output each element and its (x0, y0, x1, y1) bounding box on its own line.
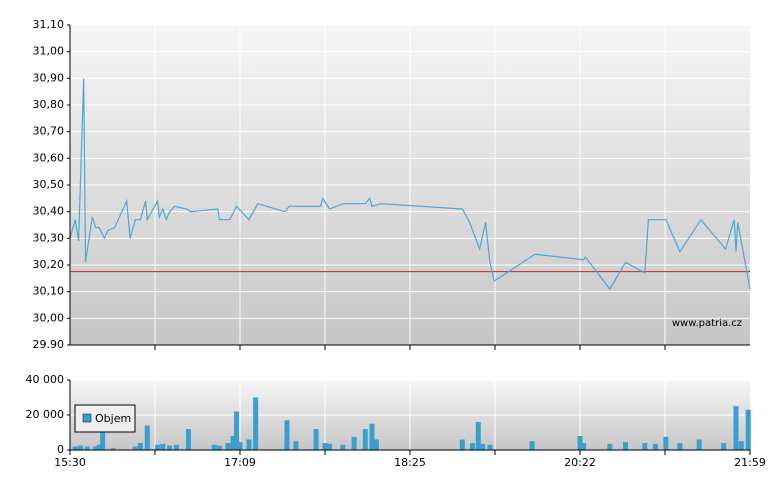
volume-bar (160, 443, 166, 450)
volume-bar (351, 436, 357, 450)
volume-bar (216, 445, 222, 450)
legend-label: Objem (95, 412, 131, 425)
volume-bar (185, 429, 191, 450)
volume-bar (738, 441, 744, 450)
y-tick-label: 30,70 (33, 125, 65, 138)
volume-bar (469, 443, 475, 450)
volume-bar (607, 443, 613, 450)
volume-bar (144, 425, 150, 450)
volume-bar (284, 420, 290, 450)
volume-bar (480, 443, 486, 450)
y-tick-label: 31,10 (33, 18, 65, 31)
volume-bar (581, 443, 587, 450)
volume-bar (677, 443, 683, 450)
volume-bar (77, 445, 83, 450)
y-tick-label: 30,40 (33, 205, 65, 218)
x-tick-label: 15:30 (54, 456, 86, 469)
volume-bar (487, 444, 493, 450)
volume-bar (652, 443, 658, 450)
y-tick-label: 30,20 (33, 258, 65, 271)
volume-bar (340, 444, 346, 450)
y-tick-label: 29.90 (33, 338, 65, 351)
x-tick-label: 20:22 (564, 456, 596, 469)
volume-bar (84, 446, 90, 450)
legend-swatch (82, 413, 92, 423)
volume-bar (225, 443, 231, 450)
y-tick-label: 30,80 (33, 98, 65, 111)
volume-bar (373, 439, 379, 450)
volume-bar (72, 446, 78, 450)
y-tick-label: 30,10 (33, 285, 65, 298)
volume-bar (100, 423, 106, 450)
y-tick-label: 20 000 (26, 408, 65, 421)
volume-bar (459, 439, 465, 450)
volume-bar (293, 441, 299, 450)
y-tick-label: 30,30 (33, 231, 65, 244)
x-tick-label: 21:59 (734, 456, 766, 469)
y-tick-label: 30,50 (33, 178, 65, 191)
volume-bar (577, 436, 583, 450)
volume-bar (663, 436, 669, 450)
y-tick-label: 31,00 (33, 45, 65, 58)
price-line (69, 78, 751, 291)
volume-bar (529, 441, 535, 450)
volume-bar (733, 406, 739, 450)
volume-bar (246, 439, 252, 450)
y-tick-label: 30,60 (33, 151, 65, 164)
volume-bar (475, 422, 481, 450)
volume-bar (642, 443, 648, 450)
volume-bar (326, 443, 332, 450)
watermark: www.patria.cz (672, 318, 742, 329)
volume-bar (369, 423, 375, 450)
volume-bar (234, 411, 240, 450)
volume-bar (110, 448, 116, 450)
volume-bar (745, 409, 751, 450)
y-tick-label: 30,90 (33, 71, 65, 84)
y-tick-label: 30,00 (33, 311, 65, 324)
volume-bar (155, 444, 161, 450)
y-tick-label: 0 (57, 443, 64, 456)
volume-bar (93, 446, 99, 450)
volume-bar (253, 397, 259, 450)
volume-bar (721, 443, 727, 450)
volume-bar (167, 445, 173, 450)
volume-bar (173, 444, 179, 450)
volume-bar (623, 442, 629, 450)
volume-bar (362, 429, 368, 450)
x-tick-label: 18:25 (394, 456, 426, 469)
x-tick-label: 17:09 (224, 456, 256, 469)
volume-bar (696, 439, 702, 450)
volume-bar (137, 443, 143, 450)
volume-bar (313, 429, 319, 450)
volume-bar (96, 444, 102, 450)
volume-bar (322, 443, 328, 450)
y-tick-label: 40 000 (26, 373, 65, 386)
volume-bar (211, 444, 217, 450)
volume-bar (230, 436, 236, 450)
volume-bar (237, 442, 243, 450)
volume-bar (132, 446, 138, 450)
